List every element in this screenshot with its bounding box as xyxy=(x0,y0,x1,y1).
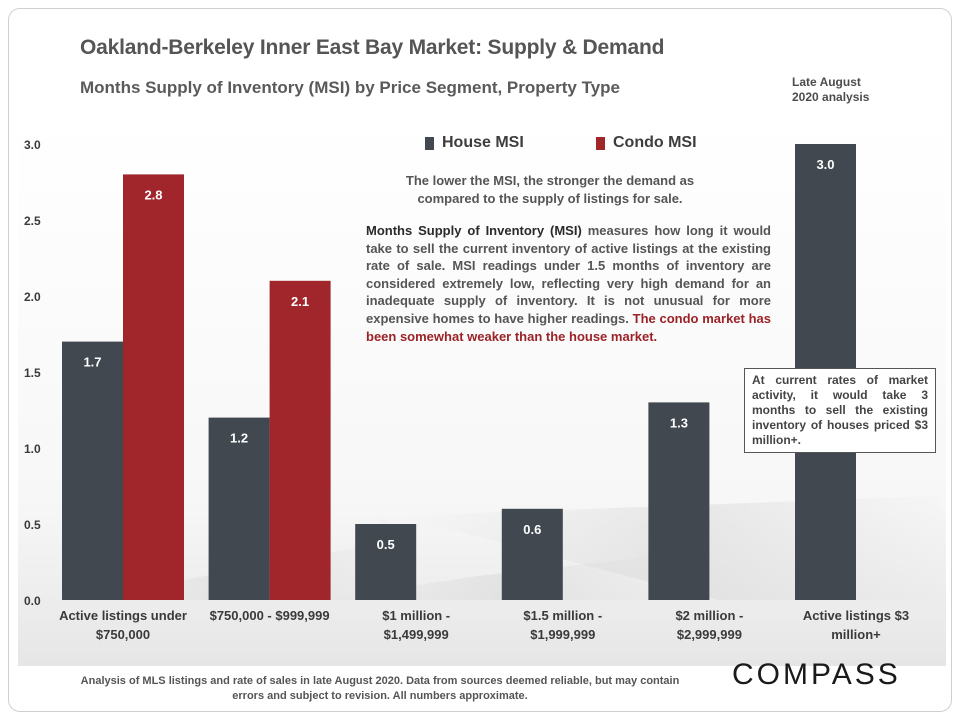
msi-explanation: Months Supply of Inventory (MSI) measure… xyxy=(366,222,771,345)
y-tick-label: 1.5 xyxy=(24,366,41,380)
x-tick-label: $1.5 million - xyxy=(523,608,602,623)
x-tick-label: million+ xyxy=(831,627,881,642)
bar-chart: 1.7 2.8 1.2 2.1 0.5 0.6 1.3 3.0 0.0 0.5 1.0 1.5 2.0… xyxy=(18,116,960,666)
x-tick-label: $1 million - xyxy=(382,608,450,623)
y-axis: 0.0 0.5 1.0 1.5 2.0 2.5 3.0 xyxy=(24,138,41,608)
msi-explanation-body: measures how long it would take to sell … xyxy=(366,223,772,326)
x-tick-label: $2,999,999 xyxy=(677,627,742,642)
demand-note: The lower the MSI, the stronger the dema… xyxy=(405,173,695,206)
bar-house-0 xyxy=(62,341,123,600)
bar-label-condo-0: 2.8 xyxy=(144,187,162,202)
chart-area: 1.7 2.8 1.2 2.1 0.5 0.6 1.3 3.0 0.0 0.5 1.0 1.5 2.0… xyxy=(18,116,960,666)
bars xyxy=(62,144,856,600)
x-axis: Active listings under $750,000 $750,000 - … xyxy=(59,608,909,642)
y-tick-label: 2.5 xyxy=(24,214,41,228)
bar-label-condo-1: 2.1 xyxy=(291,294,309,309)
analysis-date: Late August 2020 analysis xyxy=(792,75,902,105)
bar-house-2 xyxy=(355,524,417,600)
legend-item-house: House MSI xyxy=(425,134,524,152)
msi-explanation-lead: Months Supply of Inventory (MSI) xyxy=(366,223,582,238)
legend-label-house: House MSI xyxy=(442,134,524,151)
x-tick-label: $1,999,999 xyxy=(530,627,595,642)
bar-label-house-5: 3.0 xyxy=(816,157,834,172)
y-tick-label: 2.0 xyxy=(24,290,41,304)
bar-condo-1 xyxy=(269,280,331,600)
y-tick-label: 0.0 xyxy=(24,594,41,608)
y-tick-label: 0.5 xyxy=(24,518,41,532)
bar-label-house-2: 0.5 xyxy=(377,537,395,552)
x-tick-label: $750,000 xyxy=(96,627,150,642)
chart-title: Oakland-Berkeley Inner East Bay Market: … xyxy=(80,36,665,59)
analysis-date-line2: 2020 analysis xyxy=(792,90,870,104)
bar-condo-0 xyxy=(123,174,184,600)
bar-house-1 xyxy=(208,417,270,600)
msi-explanation-condo-note: The condo market has been somewhat weake… xyxy=(366,310,771,344)
chart-subtitle: Months Supply of Inventory (MSI) by Pric… xyxy=(80,78,620,97)
bar-label-house-3: 0.6 xyxy=(523,522,541,537)
y-tick-label: 1.0 xyxy=(24,442,41,456)
callout-box: At current rates of market activity, it … xyxy=(744,368,936,453)
x-tick-label: $1,499,999 xyxy=(384,627,449,642)
bar-shadow xyxy=(78,516,418,600)
bar-house-3 xyxy=(501,508,563,600)
x-tick-label: $750,000 - $999,999 xyxy=(210,608,330,623)
x-tick-label: Active listings $3 xyxy=(803,608,909,623)
bar-value-labels: 1.7 2.8 1.2 2.1 0.5 0.6 1.3 3.0 xyxy=(83,157,834,552)
bar-label-house-4: 1.3 xyxy=(670,415,688,430)
compass-logo: COMPASS xyxy=(732,658,901,691)
x-tick-label: $2 million - xyxy=(675,608,743,623)
bar-label-house-0: 1.7 xyxy=(83,355,101,370)
legend-swatch-condo xyxy=(596,136,605,150)
x-tick-label: Active listings under xyxy=(59,608,187,623)
bar-house-4 xyxy=(648,402,710,600)
bar-label-house-1: 1.2 xyxy=(230,431,248,446)
y-tick-label: 3.0 xyxy=(24,138,41,152)
analysis-date-line1: Late August xyxy=(792,75,861,89)
footnote: Analysis of MLS listings and rate of sal… xyxy=(80,675,680,702)
legend-item-condo: Condo MSI xyxy=(596,134,697,152)
legend-swatch-house xyxy=(425,136,434,150)
legend-label-condo: Condo MSI xyxy=(613,134,697,151)
